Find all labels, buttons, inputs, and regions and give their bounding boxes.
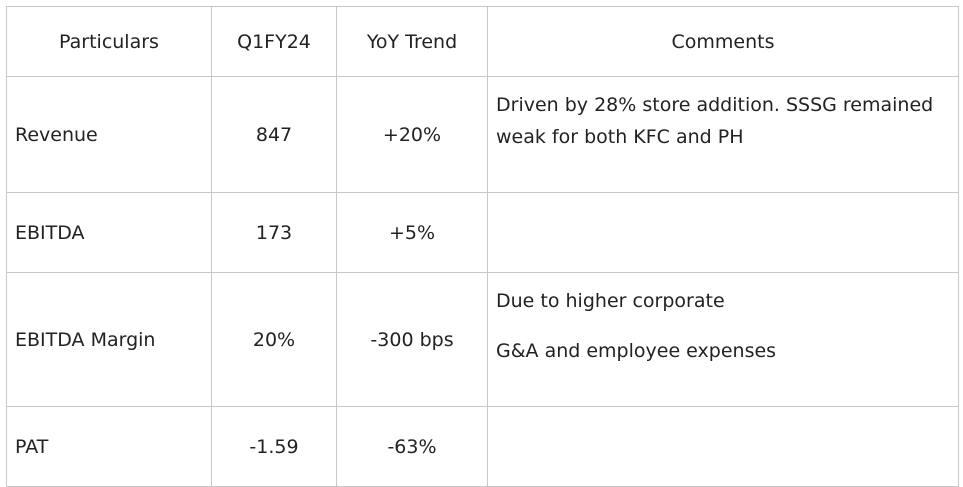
comments-cell: Due to higher corporate G&A and employee … [487, 272, 959, 407]
table-row: EBITDA Margin 20% -300 bps Due to higher co… [6, 272, 959, 407]
yoy-cell: -63% [336, 406, 488, 487]
header-cell: YoY Trend [336, 6, 488, 77]
particulars-cell: PAT [6, 406, 212, 487]
results-table: Particulars Q1FY24 YoY Trend Comments Re… [6, 6, 959, 487]
header-cell: Particulars [6, 6, 212, 77]
table-body: Revenue 847 +20% Driven by 28% store additi… [6, 76, 959, 487]
table-row: EBITDA 173 +5% [6, 192, 959, 273]
yoy-cell: +20% [336, 76, 488, 193]
comment-text: Driven by 28% store addition. SSSG remai… [496, 94, 934, 148]
comments-cell: Driven by 28% store addition. SSSG remai… [487, 76, 959, 193]
header-cell: Q1FY24 [211, 6, 337, 77]
comment-text: G&A and employee expenses [496, 340, 777, 362]
q1fy24-cell: 173 [211, 192, 337, 273]
particulars-cell: EBITDA [6, 192, 212, 273]
header-cell: Comments [487, 6, 959, 77]
header-row: Particulars Q1FY24 YoY Trend Comments [6, 6, 959, 77]
particulars-cell: EBITDA Margin [6, 272, 212, 407]
yoy-cell: +5% [336, 192, 488, 273]
q1fy24-cell: 20% [211, 272, 337, 407]
comments-cell [487, 406, 959, 487]
page: Particulars Q1FY24 YoY Trend Comments Re… [6, 6, 959, 487]
q1fy24-cell: -1.59 [211, 406, 337, 487]
q1fy24-cell: 847 [211, 76, 337, 193]
particulars-cell: Revenue [6, 76, 212, 193]
table-row: Revenue 847 +20% Driven by 28% store additi… [6, 76, 959, 193]
yoy-cell: -300 bps [336, 272, 488, 407]
table-row: PAT -1.59 -63% [6, 406, 959, 487]
comments-cell [487, 192, 959, 273]
comment-text: Due to higher corporate [496, 290, 725, 312]
